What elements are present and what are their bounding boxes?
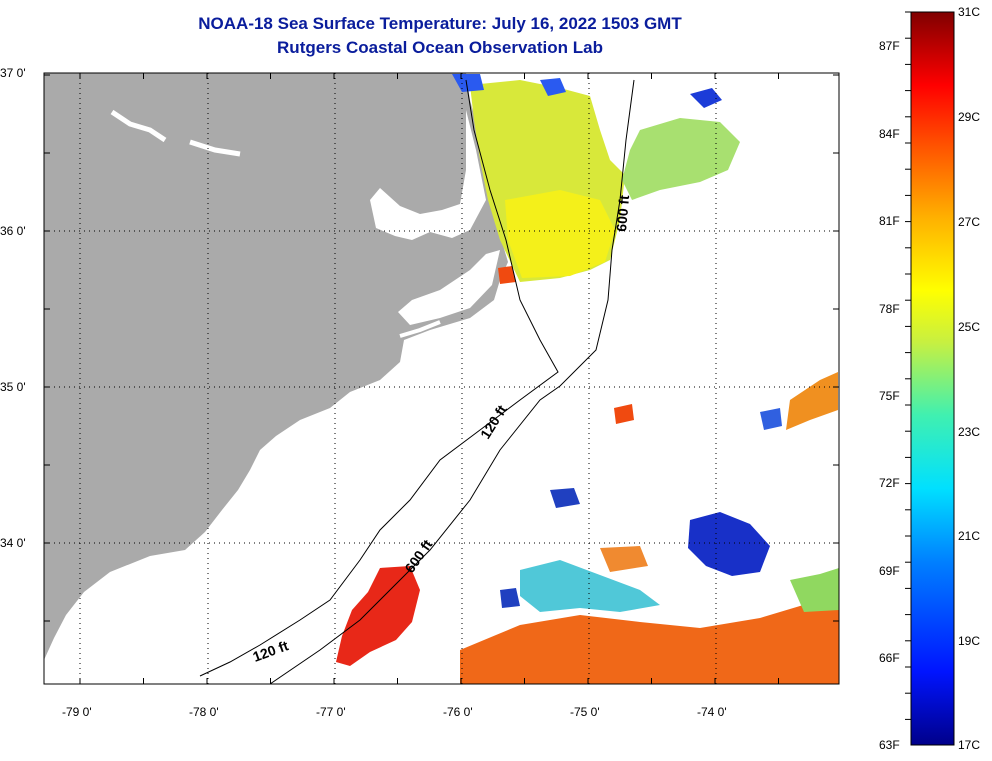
sst-patch-south-green <box>790 568 839 612</box>
sst-patch-south-orange <box>460 590 839 684</box>
colorbar-f-label: 87F <box>879 39 900 53</box>
contour-600ft <box>269 79 635 684</box>
colorbar-f-label: 84F <box>879 127 900 141</box>
colorbar <box>910 11 955 746</box>
graticule <box>44 73 839 684</box>
river-albemarle <box>110 109 241 157</box>
sound-water <box>370 110 486 240</box>
sst-patch-east <box>786 372 838 430</box>
colorbar-c-label: 31C <box>958 5 981 19</box>
lon-tick-label: -77 0' <box>316 705 346 719</box>
sst-patch-mid-blue <box>500 488 580 608</box>
river-neuse <box>399 320 441 338</box>
colorbar-f-label: 69F <box>879 564 900 578</box>
sst-patch-mid-orange <box>600 546 648 572</box>
sst-patch-north-blue <box>452 74 566 96</box>
colorbar-f-label: 72F <box>879 476 900 490</box>
lat-tick-label: 34 0' <box>0 536 26 550</box>
map-title: NOAA-18 Sea Surface Temperature: July 16… <box>198 14 682 33</box>
sst-patch-south-blue <box>688 512 770 576</box>
lat-tick-label: 36 0' <box>0 224 26 238</box>
contour-label: 120 ft <box>477 402 510 442</box>
sst-patch-south-cyan <box>520 560 660 612</box>
colorbar-c-label: 19C <box>958 634 981 648</box>
colorbar-c-label: 21C <box>958 529 981 543</box>
colorbar-c-label: 17C <box>958 738 981 752</box>
sst-patch-east-blue <box>760 408 782 430</box>
sst-patch-ne-blue <box>690 88 722 108</box>
sst-patch-north-yellow <box>505 190 615 278</box>
colorbar-f-label: 75F <box>879 389 900 403</box>
sst-patch-small-red <box>498 266 634 424</box>
lon-tick-label: -78 0' <box>189 705 219 719</box>
map-frame <box>43 72 840 685</box>
colorbar-c-label: 27C <box>958 215 981 229</box>
contour-label: 120 ft <box>251 637 291 665</box>
lon-tick-label: -79 0' <box>62 705 92 719</box>
colorbar-f-label: 78F <box>879 302 900 316</box>
lon-tick-label: -74 0' <box>697 705 727 719</box>
land-mass <box>44 73 508 660</box>
contour-label: 600 ft <box>401 536 435 575</box>
sst-patch-southwest-red <box>336 566 420 666</box>
colorbar-c-label: 23C <box>958 425 981 439</box>
lon-axis: -79 0' -78 0' -77 0' -76 0' -75 0' -74 0… <box>62 705 727 719</box>
colorbar-c-label: 29C <box>958 110 981 124</box>
lat-tick-label: 37 0' <box>0 66 26 80</box>
colorbar-c-label: 25C <box>958 320 981 334</box>
lon-tick-label: -76 0' <box>443 705 473 719</box>
contour-120ft <box>199 79 559 677</box>
colorbar-f-label: 81F <box>879 214 900 228</box>
map-subtitle: Rutgers Coastal Ocean Observation Lab <box>277 38 603 57</box>
colorbar-f-label: 66F <box>879 651 900 665</box>
lat-tick-label: 35 0' <box>0 380 26 394</box>
lon-tick-label: -75 0' <box>570 705 600 719</box>
sst-patch-northeast <box>622 118 740 200</box>
contour-label: 600 ft <box>613 194 632 232</box>
pamlico-sound <box>398 250 500 325</box>
colorbar-f-label: 63F <box>879 738 900 752</box>
lat-axis: 37 0' 36 0' 35 0' 34 0' <box>0 66 26 550</box>
